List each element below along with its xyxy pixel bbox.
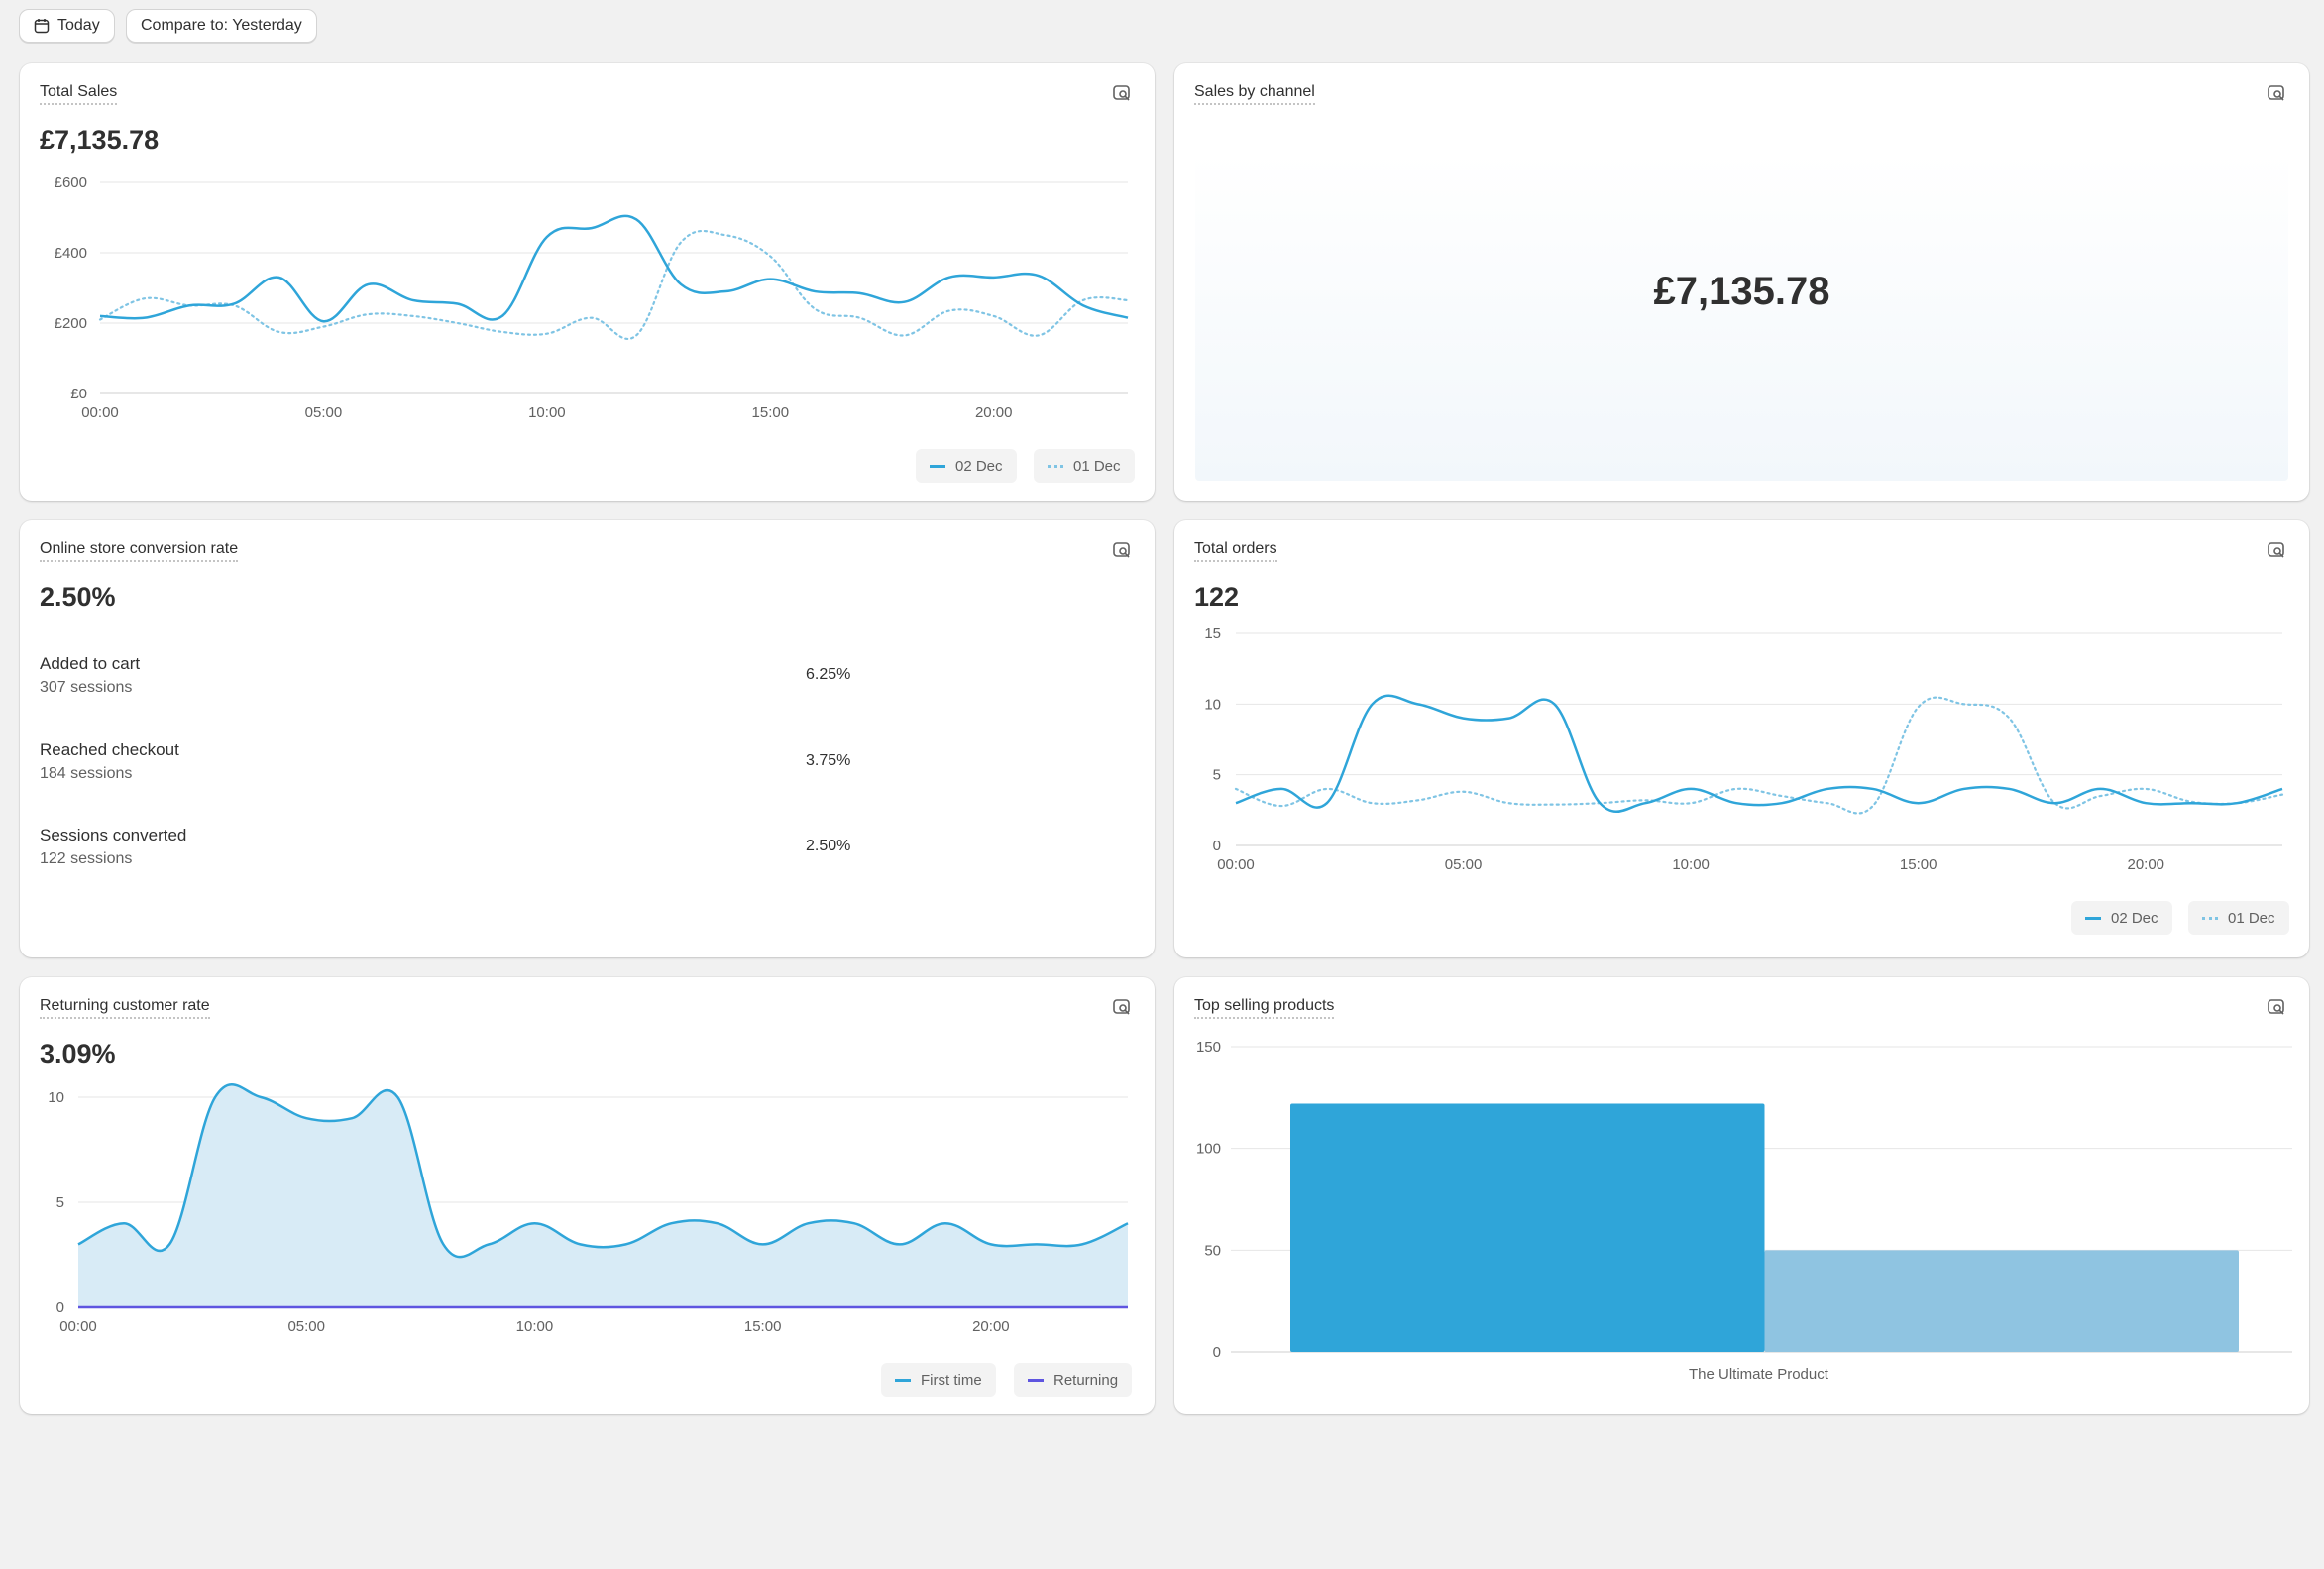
solid-line-swatch [895, 1378, 911, 1382]
bar-02-dec [1290, 1103, 1765, 1352]
returning-customer-card: Returning customer rate 3.09% 0 5 10 00:00 0… [20, 977, 1155, 1414]
legend-item-01-dec[interactable]: 01 Dec [1034, 449, 1135, 483]
channel-summary: £7,135.78 [1195, 153, 2288, 481]
explore-report-icon[interactable] [1111, 997, 1133, 1019]
series-area-fill [78, 1084, 1128, 1307]
x-tick-label: 10:00 [528, 404, 566, 421]
total-sales-chart: £0 £200 £400 £600 00:00 05:00 10:00 15:00 20:00 [55, 174, 1130, 421]
y-tick-label: 0 [1213, 838, 1221, 854]
purple-line-swatch [1028, 1378, 1044, 1382]
legend-label: First time [921, 1371, 982, 1389]
bar-category-label: The Ultimate Product [1689, 1366, 1828, 1383]
legend-label: 02 Dec [2111, 909, 2158, 927]
returning-customer-chart: 0 5 10 00:00 05:00 10:00 15:00 20:00 [48, 1083, 1129, 1335]
y-tick-label: 15 [1204, 625, 1221, 642]
x-tick-label: 20:00 [972, 1318, 1010, 1335]
x-tick-label: 20:00 [975, 404, 1013, 421]
y-tick-label: £0 [70, 386, 87, 402]
series-line-first-time [77, 1083, 1129, 1259]
legend-item-02-dec[interactable]: 02 Dec [2071, 901, 2172, 935]
y-tick-label: £600 [55, 174, 87, 191]
card-title[interactable]: Sales by channel [1194, 83, 1315, 105]
y-tick-label: £200 [55, 315, 87, 332]
funnel-step-label: Added to cart [40, 654, 141, 673]
solid-line-swatch [930, 464, 945, 468]
y-tick-label: £400 [55, 245, 87, 262]
x-tick-label: 10:00 [1672, 856, 1710, 873]
date-range-label: Today [57, 17, 100, 34]
explore-report-icon[interactable] [2266, 997, 2287, 1019]
card-title[interactable]: Online store conversion rate [40, 540, 239, 562]
funnel-step-pct: 3.75% [806, 752, 851, 769]
x-tick-label: 00:00 [1217, 856, 1255, 873]
legend-label: Returning [1053, 1371, 1119, 1389]
series-line-01-dec [1234, 696, 2284, 815]
legend-item-02-dec[interactable]: 02 Dec [916, 449, 1017, 483]
x-tick-label: 05:00 [287, 1318, 325, 1335]
x-tick-label: 05:00 [305, 404, 343, 421]
y-tick-label: 50 [1204, 1242, 1221, 1259]
x-tick-label: 00:00 [59, 1318, 97, 1335]
explore-report-icon[interactable] [2266, 540, 2287, 562]
dotted-line-swatch [1048, 464, 1063, 468]
funnel-step-sessions: 307 sessions [40, 679, 133, 696]
card-title[interactable]: Returning customer rate [40, 997, 210, 1019]
series-line-02-dec [99, 214, 1129, 323]
total-sales-value: £7,135.78 [40, 125, 160, 155]
sales-by-channel-card: Sales by channel £7,135.78 [1174, 63, 2309, 501]
card-title[interactable]: Total orders [1194, 540, 1277, 562]
channel-total-value: £7,135.78 [1653, 270, 1830, 313]
y-tick-label: 10 [48, 1089, 64, 1106]
series-line-02-dec [1235, 694, 2283, 814]
top-products-card: Top selling products 0 50 100 150 The Ultim… [1174, 977, 2309, 1414]
y-tick-label: 0 [56, 1299, 64, 1316]
total-orders-chart: 0 5 10 15 00:00 05:00 10:00 15:00 20:00 [1204, 625, 2284, 873]
x-tick-label: 05:00 [1445, 856, 1483, 873]
date-range-button[interactable]: Today [19, 9, 115, 43]
legend-label: 01 Dec [1073, 457, 1121, 475]
y-tick-label: 5 [56, 1194, 64, 1211]
y-tick-label: 10 [1204, 696, 1221, 713]
total-orders-card: Total orders 122 0 5 10 15 00:00 05:00 10:00 15… [1174, 520, 2309, 957]
top-products-chart: 0 50 100 150 [1196, 1039, 2292, 1361]
calendar-icon [34, 19, 50, 34]
y-tick-label: 150 [1196, 1039, 1221, 1056]
legend-label: 01 Dec [2228, 909, 2275, 927]
x-tick-label: 15:00 [1900, 856, 1937, 873]
legend-item-returning[interactable]: Returning [1014, 1363, 1133, 1397]
legend-item-first-time[interactable]: First time [881, 1363, 996, 1397]
card-title[interactable]: Total Sales [40, 83, 118, 105]
dotted-line-swatch [2202, 916, 2218, 920]
bar-01-dec [1764, 1250, 2239, 1352]
x-tick-label: 10:00 [516, 1318, 554, 1335]
funnel-step-label: Reached checkout [40, 740, 179, 759]
y-tick-label: 100 [1196, 1141, 1221, 1158]
funnel-step-sessions: 184 sessions [40, 765, 133, 782]
conversion-rate-card: Online store conversion rate 2.50% Added… [20, 520, 1155, 957]
funnel-step-label: Sessions converted [40, 826, 187, 844]
total-sales-card: Total Sales £7,135.78 £0 £200 £400 £600 00:0… [20, 63, 1155, 501]
x-tick-label: 15:00 [744, 1318, 782, 1335]
x-tick-label: 15:00 [752, 404, 790, 421]
solid-line-swatch [2085, 916, 2101, 920]
y-tick-label: 0 [1213, 1344, 1221, 1361]
conversion-rate-value: 2.50% [40, 582, 116, 612]
y-tick-label: 5 [1213, 767, 1221, 784]
card-title[interactable]: Top selling products [1194, 997, 1335, 1019]
series-line-01-dec [98, 229, 1130, 340]
total-orders-value: 122 [1194, 582, 1240, 612]
explore-report-icon[interactable] [1111, 540, 1133, 562]
returning-rate-value: 3.09% [40, 1039, 116, 1068]
explore-report-icon[interactable] [1111, 83, 1133, 105]
x-tick-label: 20:00 [2127, 856, 2164, 873]
funnel-step-sessions: 122 sessions [40, 850, 133, 867]
compare-label: Compare to: Yesterday [141, 17, 302, 34]
explore-report-icon[interactable] [2266, 83, 2287, 105]
legend-item-01-dec[interactable]: 01 Dec [2188, 901, 2289, 935]
funnel-step-pct: 6.25% [806, 666, 851, 683]
compare-button[interactable]: Compare to: Yesterday [126, 9, 317, 43]
x-tick-label: 00:00 [81, 404, 119, 421]
legend-label: 02 Dec [955, 457, 1003, 475]
funnel-step-pct: 2.50% [806, 838, 851, 854]
